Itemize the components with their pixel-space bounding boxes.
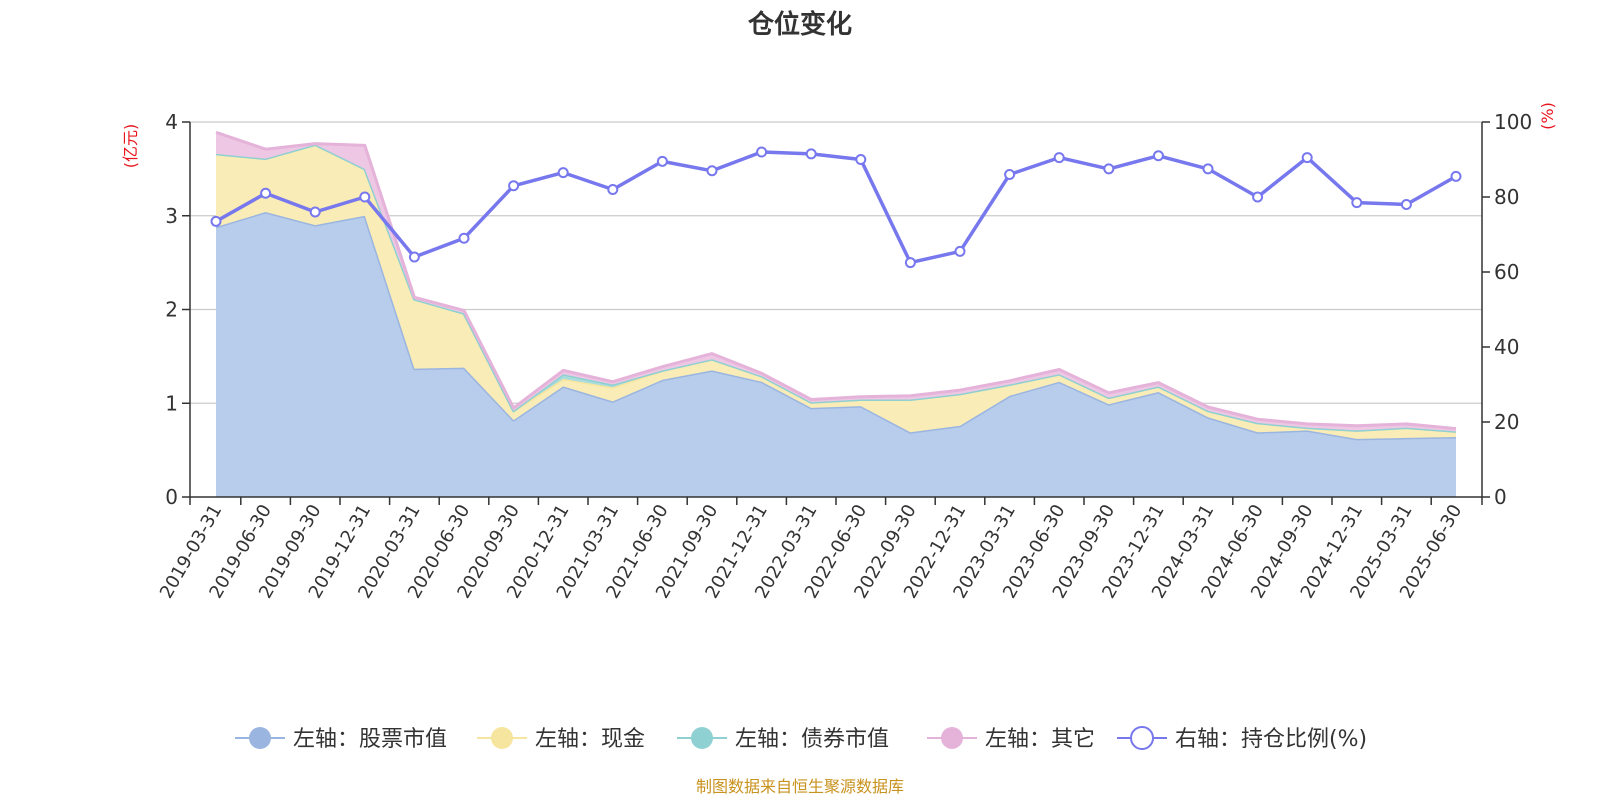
- right-tick-label-2: 40: [1494, 335, 1519, 359]
- ratio-point-11: [756, 146, 768, 158]
- ratio-point-8: [607, 184, 619, 195]
- ratio-point-13: [855, 154, 867, 165]
- chart-title: 仓位变化: [747, 9, 852, 40]
- right-tick-label-5: 100: [1494, 110, 1532, 134]
- legend-marker-0: [249, 727, 271, 749]
- left-tick-label-4: 4: [165, 110, 178, 134]
- area-series-1: [216, 144, 1456, 439]
- legend-marker-2: [691, 727, 713, 749]
- area-series-0: [216, 212, 1456, 497]
- ratio-point-23: [1351, 197, 1363, 209]
- legend-item-0: 左轴：股票市值: [235, 727, 447, 752]
- ratio-point-21: [1252, 191, 1264, 203]
- legend-label-2: 左轴：债券市值: [735, 727, 889, 752]
- ratio-point-2: [309, 206, 321, 218]
- legend-item-4: 右轴：持仓比例(%): [1117, 726, 1367, 752]
- ratio-point-17: [1053, 152, 1065, 164]
- right-tick-label-1: 20: [1494, 410, 1519, 434]
- ratio-point-9: [656, 155, 668, 167]
- ratio-point-18: [1103, 163, 1115, 175]
- legend-label-0: 左轴：股票市值: [293, 727, 447, 752]
- area-edge-series-3: [215, 130, 1457, 431]
- ratio-point-14: [904, 257, 916, 269]
- legend-label-3: 左轴：其它: [985, 727, 1095, 752]
- legend-marker-4: [1130, 726, 1154, 750]
- ratio-point-19: [1152, 150, 1164, 162]
- legend-item-2: 左轴：债券市值: [677, 727, 889, 752]
- ratio-point-4: [408, 251, 420, 263]
- ratio-point-24: [1400, 199, 1412, 210]
- left-axis-unit: (亿元): [121, 124, 140, 169]
- legend-item-1: 左轴：现金: [477, 727, 645, 752]
- ratio-point-5: [458, 232, 470, 244]
- legend-label-4: 右轴：持仓比例(%): [1175, 727, 1367, 752]
- ratio-point-0: [210, 215, 222, 227]
- ratio-point-3: [359, 191, 371, 203]
- ratio-point-6: [508, 180, 520, 192]
- stacked-areas: [215, 130, 1457, 497]
- ratio-point-20: [1202, 163, 1214, 175]
- left-tick-label-3: 3: [165, 204, 178, 228]
- left-tick-label-0: 0: [165, 485, 178, 509]
- left-tick-label-1: 1: [165, 391, 178, 415]
- right-tick-label-0: 0: [1494, 485, 1507, 509]
- legend-item-3: 左轴：其它: [927, 727, 1095, 752]
- ratio-point-15: [954, 245, 966, 257]
- ratio-point-25: [1450, 170, 1462, 182]
- right-axis-unit: (%): [1538, 102, 1557, 130]
- right-tick-label-3: 60: [1494, 260, 1519, 284]
- ratio-point-22: [1301, 152, 1313, 164]
- ratio-line-path: [215, 150, 1457, 265]
- legend-marker-1: [491, 727, 513, 749]
- ratio-point-10: [706, 165, 718, 177]
- ratio-point-7: [557, 167, 569, 179]
- ratio-point-12: [805, 148, 817, 160]
- left-tick-label-2: 2: [165, 298, 178, 322]
- legend-marker-3: [941, 727, 963, 749]
- ratio-line: [210, 146, 1462, 269]
- ratio-point-1: [260, 187, 272, 199]
- right-tick-label-4: 80: [1494, 185, 1519, 209]
- source-note: 制图数据来自恒生聚源数据库: [696, 777, 904, 796]
- legend: 左轴：股票市值 左轴：现金 左轴：债券市值 左轴：其它 右轴：持仓比例(%): [235, 726, 1367, 752]
- ratio-point-16: [1004, 169, 1016, 180]
- legend-label-1: 左轴：现金: [535, 727, 645, 752]
